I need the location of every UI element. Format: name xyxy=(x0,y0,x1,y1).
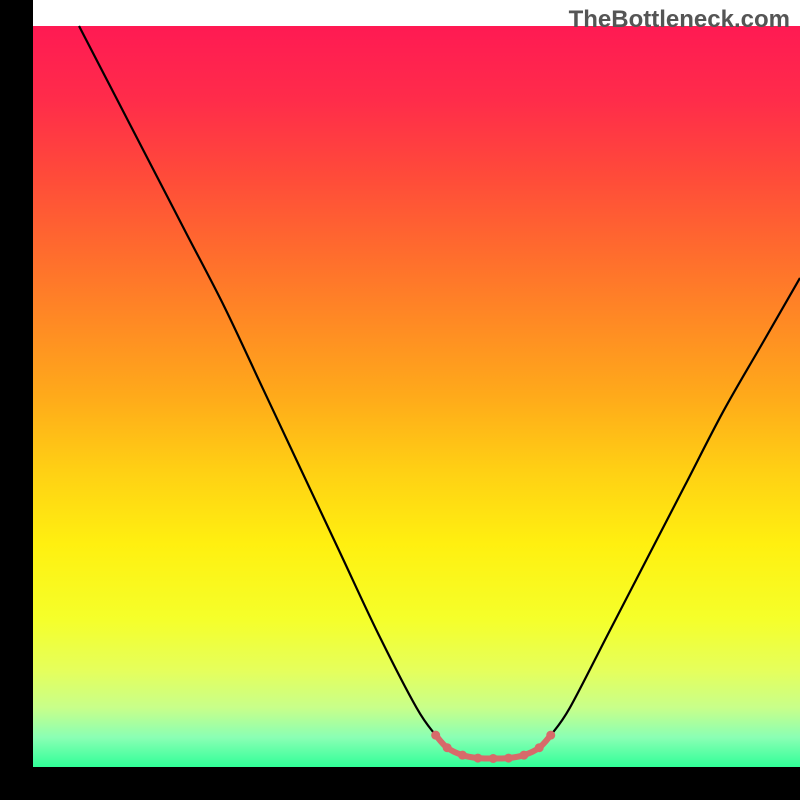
chart-container: TheBottleneck.com xyxy=(0,0,800,800)
bottom-marker-dot xyxy=(504,754,513,763)
bottom-marker-dot xyxy=(431,731,440,740)
bottom-marker-dot xyxy=(489,754,498,763)
bottom-marker-dot xyxy=(458,751,467,760)
bottom-border xyxy=(0,767,800,800)
bottom-marker-dot xyxy=(546,731,555,740)
chart-svg xyxy=(0,0,800,800)
bottom-marker-dot xyxy=(519,751,528,760)
bottom-marker-dot xyxy=(473,754,482,763)
left-border xyxy=(0,0,33,800)
watermark-text: TheBottleneck.com xyxy=(569,6,790,34)
bottom-marker-dot xyxy=(443,743,452,752)
plot-background xyxy=(33,26,800,767)
bottom-marker-dot xyxy=(535,743,544,752)
